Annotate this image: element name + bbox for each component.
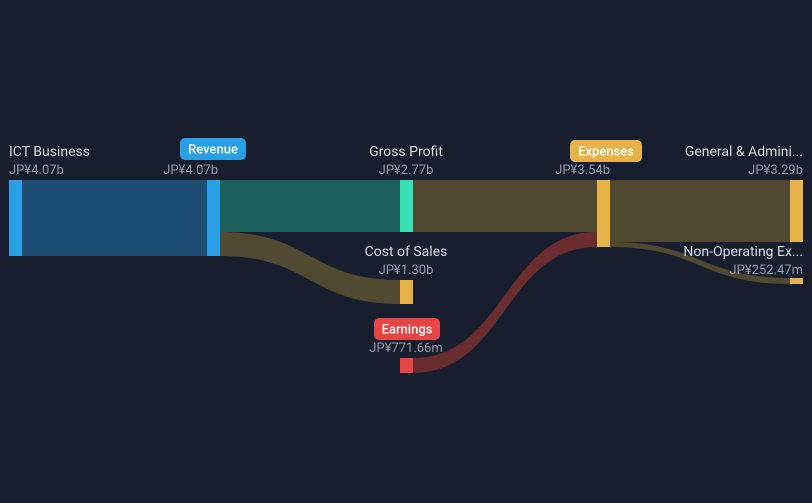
link-revenue-gross_profit xyxy=(220,180,400,232)
node-gross_profit[interactable] xyxy=(400,180,413,232)
label-general_admin-value: JP¥3.29b xyxy=(748,163,803,178)
node-expenses[interactable] xyxy=(597,180,610,247)
badge-earnings-text: Earnings xyxy=(382,323,433,338)
label-ict-value: JP¥4.07b xyxy=(9,163,64,178)
label-earnings-value: JP¥771.66m xyxy=(369,341,443,356)
node-general_admin[interactable] xyxy=(790,180,803,242)
link-gross_profit-expenses xyxy=(413,180,597,232)
node-revenue[interactable] xyxy=(207,180,220,256)
node-earnings[interactable] xyxy=(400,358,413,373)
node-non_operating[interactable] xyxy=(790,278,803,284)
label-non_operating-value: JP¥252.47m xyxy=(729,263,803,278)
label-expenses-value: JP¥3.54b xyxy=(555,163,610,178)
label-gross_profit-title: Gross Profit xyxy=(369,144,443,160)
node-ict[interactable] xyxy=(9,180,22,256)
link-ict-revenue xyxy=(22,180,207,256)
label-cost_of_sales-value: JP¥1.30b xyxy=(379,263,434,278)
badge-revenue-text: Revenue xyxy=(188,143,238,158)
sankey-chart: ICT Business JP¥4.07b Revenue JP¥4.07b Gross… xyxy=(0,0,812,503)
label-revenue-value: JP¥4.07b xyxy=(163,163,218,178)
label-non_operating-title: Non-Operating Ex... xyxy=(683,244,803,260)
label-general_admin-title: General & Admini... xyxy=(685,144,803,160)
node-cost_of_sales[interactable] xyxy=(400,280,413,304)
label-cost_of_sales-title: Cost of Sales xyxy=(365,244,448,260)
label-gross_profit-value: JP¥2.77b xyxy=(379,163,434,178)
link-expenses-general_admin xyxy=(610,180,790,242)
badge-expenses-text: Expenses xyxy=(578,145,634,160)
label-ict-title: ICT Business xyxy=(9,144,90,160)
